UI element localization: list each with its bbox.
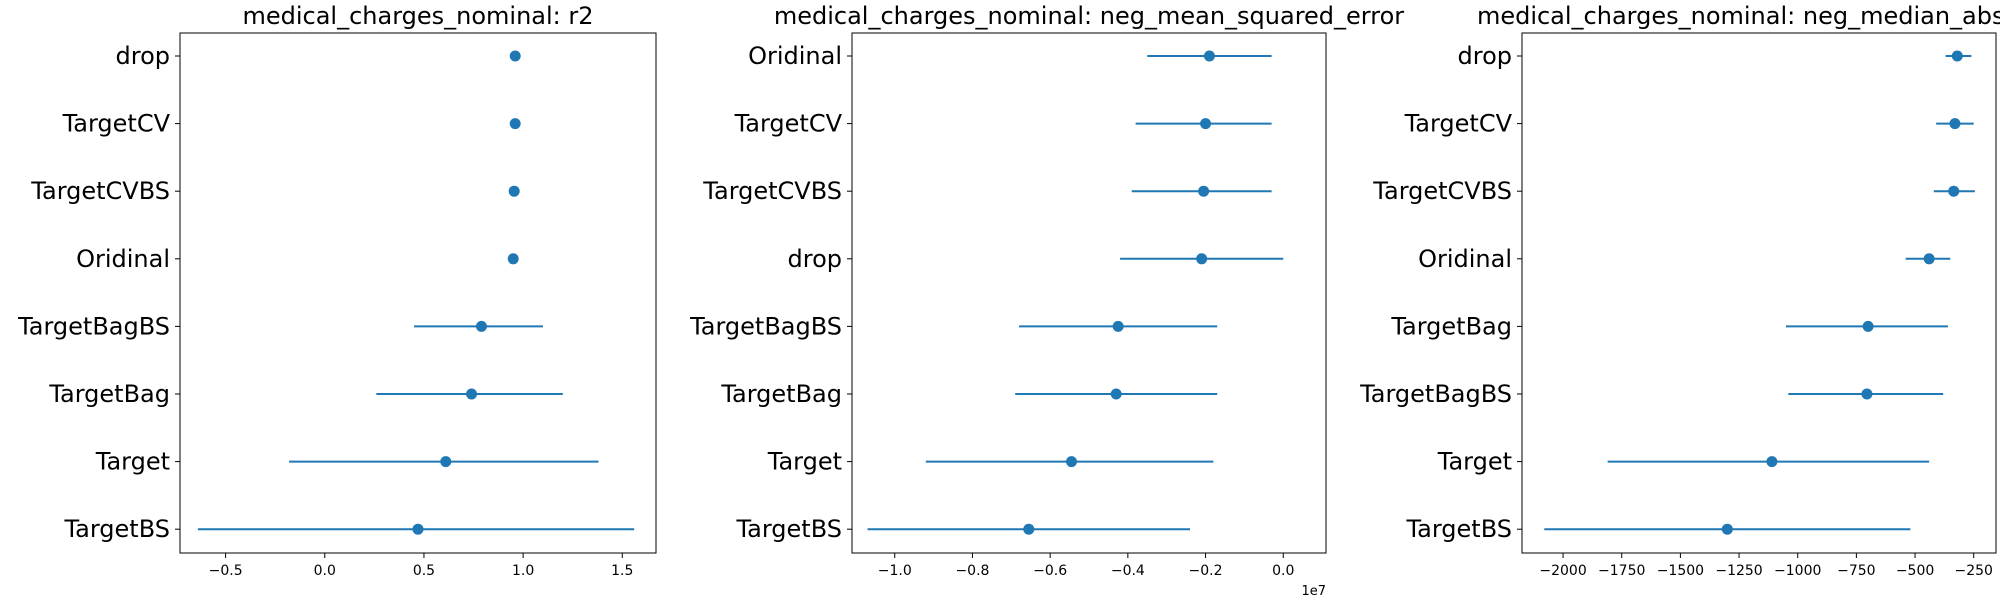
x-tick-label: −0.6 <box>1033 563 1067 579</box>
y-tick-label: TargetCVBS <box>30 177 170 205</box>
data-point <box>509 50 521 62</box>
chart-panel-3: medical_charges_nominal: neg_median_abso… <box>1359 2 2000 579</box>
data-point <box>475 320 487 332</box>
y-tick-label: TargetBag <box>48 380 170 408</box>
y-tick-label: TargetBagBS <box>1359 380 1512 408</box>
x-offset-label: 1e7 <box>1301 584 1326 599</box>
data-point <box>440 456 452 468</box>
y-tick-label: TargetBag <box>720 380 842 408</box>
x-tick-label: −1500 <box>1657 563 1704 579</box>
data-point <box>507 253 519 265</box>
y-tick-label: Target <box>1437 448 1512 476</box>
y-tick-label: TargetBS <box>735 515 842 543</box>
chart-title: medical_charges_nominal: neg_mean_square… <box>774 2 1404 30</box>
y-tick-label: Target <box>767 448 842 476</box>
data-point <box>509 118 521 130</box>
data-point <box>1203 50 1215 62</box>
data-point <box>1951 50 1963 62</box>
data-point <box>1949 118 1961 130</box>
x-tick-label: −0.8 <box>955 563 989 579</box>
y-tick-label: TargetCVBS <box>1372 177 1512 205</box>
data-point <box>1110 388 1122 400</box>
data-point <box>466 388 478 400</box>
x-tick-label: −500 <box>1896 563 1934 579</box>
x-tick-label: −750 <box>1837 563 1875 579</box>
data-point <box>1766 456 1778 468</box>
y-tick-label: TargetBS <box>1405 515 1512 543</box>
x-tick-label: −0.4 <box>1111 563 1145 579</box>
chart-panel-1: medical_charges_nominal: r2 −0.5 0.0 0.5 1.0… <box>17 2 657 579</box>
data-point <box>1948 185 1960 197</box>
x-tick-label: 1.5 <box>611 563 633 579</box>
y-tick-label: TargetBagBS <box>17 312 170 340</box>
plot-frame <box>851 32 1327 554</box>
chart-panel-2: medical_charges_nominal: neg_mean_square… <box>689 2 1404 599</box>
x-tick-label: −2000 <box>1539 563 1586 579</box>
data-point <box>1200 118 1212 130</box>
x-tick-label: 0.5 <box>413 563 435 579</box>
x-tick-label: −1250 <box>1715 563 1762 579</box>
x-tick-label: 1.0 <box>512 563 534 579</box>
y-tick-label: drop <box>1458 42 1513 70</box>
y-tick-label: TargetBagBS <box>689 312 842 340</box>
y-tick-label: Target <box>95 448 170 476</box>
y-tick-label: Oridinal <box>748 42 842 70</box>
plot-frame <box>1521 32 1997 554</box>
x-tick-label: 0.0 <box>314 563 336 579</box>
data-point <box>508 185 520 197</box>
data-point <box>1198 185 1210 197</box>
data-point <box>1721 523 1733 535</box>
plot-frame <box>179 32 657 554</box>
y-tick-label: TargetCV <box>734 110 843 138</box>
y-tick-label: TargetBS <box>63 515 170 543</box>
x-tick-label: −0.2 <box>1189 563 1223 579</box>
data-point <box>1066 456 1078 468</box>
y-tick-label: Oridinal <box>76 245 170 273</box>
x-tick-label: −1.0 <box>878 563 912 579</box>
y-tick-label: drop <box>788 245 843 273</box>
data-point <box>1862 320 1874 332</box>
chart-title: medical_charges_nominal: neg_median_abso… <box>1477 2 2000 30</box>
x-tick-label: −1000 <box>1774 563 1821 579</box>
data-point <box>1112 320 1124 332</box>
x-tick-label: −1750 <box>1598 563 1645 579</box>
y-tick-label: Oridinal <box>1418 245 1512 273</box>
y-tick-label: TargetBag <box>1390 312 1512 340</box>
y-tick-label: TargetCV <box>1404 110 1513 138</box>
x-tick-label: 0.0 <box>1272 563 1294 579</box>
y-tick-label: drop <box>116 42 171 70</box>
data-point <box>1196 253 1208 265</box>
data-point <box>1023 523 1035 535</box>
x-tick-label: −0.5 <box>209 563 243 579</box>
chart-title: medical_charges_nominal: r2 <box>242 2 593 30</box>
data-point <box>412 523 424 535</box>
x-tick-label: −250 <box>1954 563 1992 579</box>
y-tick-label: TargetCV <box>62 110 171 138</box>
y-tick-label: TargetCVBS <box>702 177 842 205</box>
data-point <box>1923 253 1935 265</box>
data-point <box>1861 388 1873 400</box>
